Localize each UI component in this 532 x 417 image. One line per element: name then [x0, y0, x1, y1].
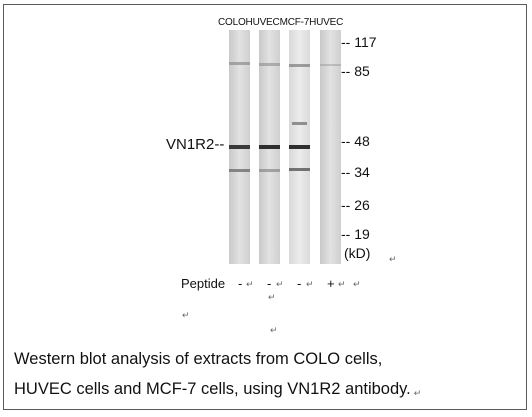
paragraph-mark-icon: ↵ [270, 325, 278, 335]
paragraph-mark-icon: ↵ [413, 388, 422, 398]
band [229, 145, 250, 149]
paragraph-mark-icon: ↵ [268, 292, 276, 302]
unit-label: (kD) [344, 245, 371, 261]
band [320, 64, 341, 66]
band [229, 169, 250, 172]
figure-frame [3, 4, 527, 410]
band [229, 62, 250, 65]
mw-marker-19: -- 19 [341, 226, 370, 242]
peptide-sign-lane-1: - [238, 276, 243, 291]
protein-label: VN1R2-- [166, 136, 225, 153]
band [259, 169, 280, 172]
paragraph-mark-icon: ↵ [246, 279, 254, 289]
mw-marker-26: -- 26 [341, 197, 370, 213]
band [289, 168, 310, 171]
peptide-sign-lane-4: + [327, 276, 335, 291]
mw-marker-34: -- 34 [341, 164, 370, 180]
mw-marker-48: -- 48 [341, 133, 370, 149]
peptide-sign-lane-2: - [267, 276, 272, 291]
lane-labels: COLOHUVECMCF-7HUVEC [218, 17, 343, 28]
band [289, 145, 310, 149]
band [289, 64, 310, 67]
paragraph-mark-icon: ↵ [182, 310, 190, 320]
figure-caption: Western blot analysis of extracts from C… [14, 344, 421, 406]
band [292, 122, 307, 125]
caption-line-1: Western blot analysis of extracts from C… [14, 350, 383, 368]
lane-4 [320, 30, 341, 264]
caption-line-2: HUVEC cells and MCF-7 cells, using VN1R2… [14, 380, 411, 398]
lane-label: HUVEC [245, 17, 280, 28]
paragraph-mark-icon: ↵ [389, 254, 397, 264]
lane-label: HUVEC [309, 17, 344, 28]
lane-label: COLO [218, 17, 246, 28]
band [259, 63, 280, 66]
peptide-label: Peptide [181, 276, 226, 291]
paragraph-mark-icon: ↵ [338, 279, 346, 289]
band [259, 145, 280, 149]
peptide-sign-lane-3: - [297, 276, 302, 291]
mw-marker-85: -- 85 [341, 63, 370, 79]
paragraph-mark-icon: ↵ [353, 279, 361, 289]
paragraph-mark-icon: ↵ [276, 279, 284, 289]
lane-label: MCF-7 [279, 17, 310, 28]
mw-marker-117: -- 117 [341, 34, 377, 50]
paragraph-mark-icon: ↵ [306, 279, 314, 289]
